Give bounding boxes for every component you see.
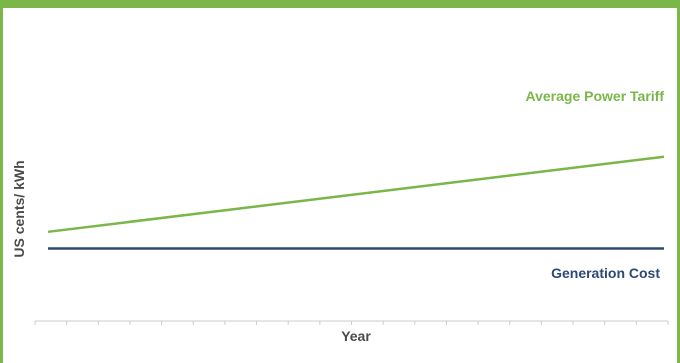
y-axis-label: US cents/ kWh (11, 160, 27, 257)
top-accent-band (0, 0, 680, 8)
series-label-average-power-tariff: Average Power Tariff (526, 88, 665, 104)
left-accent-band (0, 0, 3, 363)
right-accent-band (677, 0, 680, 363)
x-axis-ticks (34, 321, 669, 325)
series-line-average-power-tariff (47, 155, 665, 234)
x-axis (34, 320, 669, 325)
x-axis-label: Year (341, 328, 371, 344)
series-label-generation-cost: Generation Cost (551, 265, 660, 281)
series-lines (47, 155, 665, 250)
